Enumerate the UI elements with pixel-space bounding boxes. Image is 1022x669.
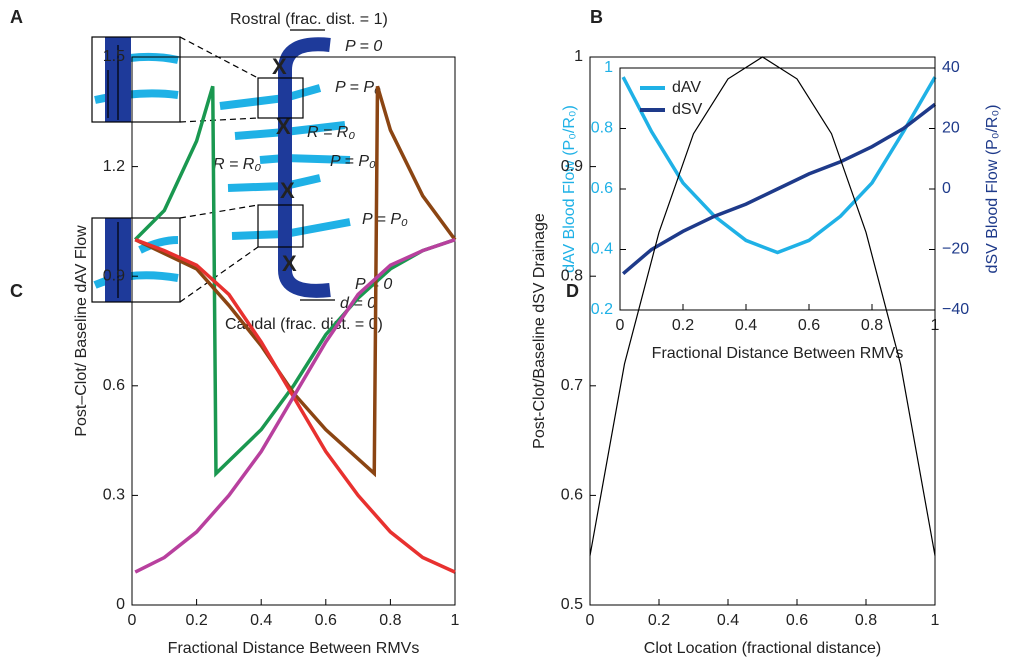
x-tick-label: 0	[128, 612, 137, 629]
y-tick-label: 0.9	[103, 267, 125, 284]
series-line	[622, 102, 937, 276]
series-line	[134, 238, 456, 574]
y2-axis-label: dSV Blood Flow (P₀/R₀)	[984, 105, 1001, 274]
panel-label: A	[10, 7, 23, 27]
label: P = 0	[345, 38, 382, 55]
x-tick-label: 0.6	[798, 317, 820, 334]
y-tick-label: 1	[604, 59, 613, 76]
y-axis-label: Post–Clot/ Baseline dAV Flow	[73, 225, 90, 437]
label: P = P₀	[335, 79, 381, 96]
y-tick-label: 0.6	[103, 377, 125, 394]
x-tick-label: 0.4	[250, 612, 272, 629]
legend-label: dSV	[672, 101, 703, 118]
label: R = R₀	[213, 156, 261, 173]
panel-label: B	[590, 7, 603, 27]
y2-tick-label: −20	[942, 241, 969, 258]
x-tick-label: 0.2	[672, 317, 694, 334]
y-axis-label: Post-Clot/Baseline dSV Drainage	[531, 213, 548, 449]
x-tick-label: 0.2	[648, 612, 670, 629]
series-line	[621, 76, 937, 255]
svg-text:X: X	[282, 251, 297, 276]
panel-label: D	[566, 281, 579, 301]
y-tick-label: 0.8	[561, 267, 583, 284]
y-tick-label: 0.6	[561, 487, 583, 504]
x-tick-label: 0.8	[379, 612, 401, 629]
y-tick-label: 0.5	[561, 596, 583, 613]
plot-frame	[131, 56, 456, 606]
diagram: A XX XX Rostral (frac. dist. = 1) P = 0 …	[10, 7, 408, 333]
label: R = R₀	[307, 124, 355, 141]
y2-tick-label: 20	[942, 120, 960, 137]
x-tick-label: 0.6	[315, 612, 337, 629]
y-tick-label: 1.5	[103, 48, 125, 65]
x-axis-label: Fractional Distance Between RMVs	[168, 640, 420, 657]
y2-tick-label: −40	[942, 301, 969, 318]
y-axis-label: dAV Blood Flow (P₀/R₀)	[561, 105, 578, 273]
x-tick-label: 1	[451, 612, 460, 629]
y-tick-label: 0.7	[561, 377, 583, 394]
x-tick-label: 1	[931, 612, 940, 629]
panel-label: C	[10, 281, 23, 301]
label: Caudal (frac. dist. = 0)	[225, 316, 383, 333]
x-tick-label: 0.8	[861, 317, 883, 334]
x-tick-label: 0.8	[855, 612, 877, 629]
y-tick-label: 0.8	[591, 120, 613, 137]
y-tick-label: 1.2	[103, 158, 125, 175]
y-tick-label: 1	[574, 48, 583, 65]
series-line	[134, 85, 457, 478]
x-axis-label: Fractional Distance Between RMVs	[652, 345, 904, 362]
x-tick-label: 0	[586, 612, 595, 629]
legend-label: dAV	[672, 79, 701, 96]
svg-text:X: X	[276, 114, 291, 139]
y-tick-label: 0.4	[591, 241, 613, 258]
vessel	[278, 37, 331, 298]
svg-text:X: X	[272, 54, 287, 79]
y-tick-label: 0.3	[103, 487, 125, 504]
x-tick-label: 0.4	[735, 317, 757, 334]
clot-markers: X X X X	[272, 54, 297, 276]
x-tick-label: 0.6	[786, 612, 808, 629]
label: P = P₀	[330, 153, 376, 170]
series-line	[589, 56, 936, 556]
x-tick-label: 0	[616, 317, 625, 334]
y2-tick-label: 40	[942, 59, 960, 76]
y-tick-label: 0.6	[591, 180, 613, 197]
x-tick-label: 0.2	[185, 612, 207, 629]
x-tick-label: 0.4	[717, 612, 739, 629]
series-line	[133, 85, 456, 478]
y-tick-label: 0.2	[591, 301, 613, 318]
y-tick-label: 0.9	[561, 158, 583, 175]
label: Rostral (frac. dist. = 1)	[230, 11, 388, 28]
x-axis-label: Clot Location (fractional distance)	[644, 640, 881, 657]
y2-tick-label: 0	[942, 180, 951, 197]
label: P = P₀	[362, 211, 408, 228]
svg-text:X: X	[280, 178, 295, 203]
y-tick-label: 0	[116, 596, 125, 613]
insets	[91, 29, 335, 303]
